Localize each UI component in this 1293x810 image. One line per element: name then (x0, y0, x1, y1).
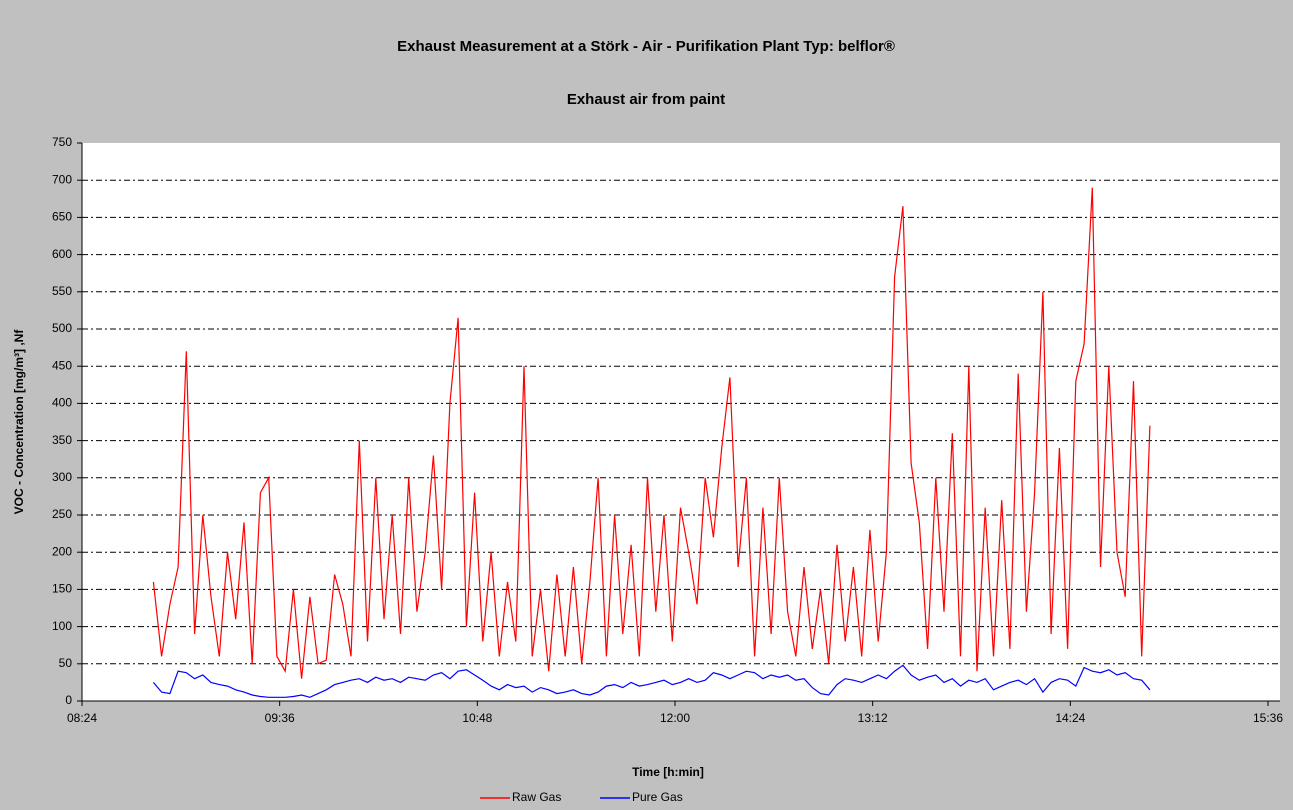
y-tick-label: 250 (52, 507, 72, 521)
x-tick-label: 14:24 (1055, 711, 1085, 725)
y-tick-label: 100 (52, 619, 72, 633)
legend-label: Pure Gas (632, 790, 683, 804)
y-tick-label: 600 (52, 247, 72, 261)
plot-area (82, 143, 1280, 701)
x-tick-label: 12:00 (660, 711, 690, 725)
y-axis-title: VOC - Concentration [mg/m³] ,Nf (12, 329, 26, 515)
legend-label: Raw Gas (512, 790, 561, 804)
y-tick-label: 200 (52, 544, 72, 558)
x-tick-label: 09:36 (265, 711, 295, 725)
y-tick-label: 150 (52, 582, 72, 596)
y-tick-label: 0 (65, 693, 72, 707)
x-axis-title: Time [h:min] (632, 765, 704, 779)
y-tick-label: 650 (52, 210, 72, 224)
y-tick-label: 300 (52, 470, 72, 484)
y-tick-label: 50 (59, 656, 73, 670)
x-tick-label: 15:36 (1253, 711, 1283, 725)
y-tick-label: 550 (52, 284, 72, 298)
chart-title: Exhaust Measurement at a Störk - Air - P… (397, 38, 895, 55)
y-tick-label: 400 (52, 396, 72, 410)
y-tick-label: 350 (52, 433, 72, 447)
x-tick-label: 10:48 (462, 711, 492, 725)
data-line (152, 187, 1151, 679)
y-tick-label: 750 (52, 135, 72, 149)
x-tick-label: 08:24 (67, 711, 97, 725)
chart-subtitle: Exhaust air from paint (567, 91, 725, 108)
data-line (152, 664, 1151, 698)
y-tick-label: 700 (52, 172, 72, 186)
y-tick-label: 500 (52, 321, 72, 335)
y-tick-label: 450 (52, 358, 72, 372)
x-tick-label: 13:12 (858, 711, 888, 725)
